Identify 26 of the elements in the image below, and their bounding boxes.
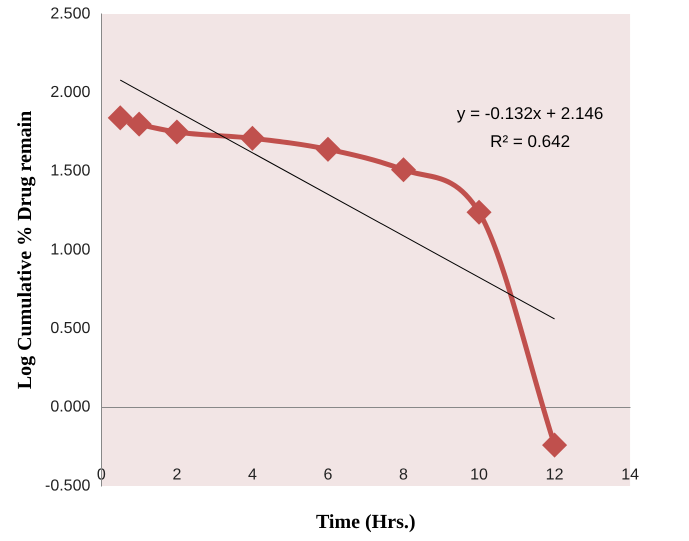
x-axis-title: Time (Hrs.)	[316, 511, 416, 533]
point	[468, 200, 491, 224]
y-axis-title: Log Cumulative % Drug remain	[14, 110, 36, 390]
y-tick-label: 0.000	[50, 398, 90, 416]
annotation: R² = 0.642	[490, 132, 570, 151]
x-tick-label: 4	[248, 466, 257, 484]
x-tick-label: 10	[470, 466, 488, 484]
y-tick-label: 2.500	[50, 5, 90, 22]
y-tick-label: -0.500	[44, 477, 90, 494]
x-tick-label: 2	[172, 466, 182, 484]
point	[543, 434, 566, 457]
point	[108, 106, 132, 130]
x-tick-label: 14	[621, 466, 640, 484]
y-tick-label: 1.500	[50, 162, 90, 180]
point	[240, 126, 264, 150]
point	[165, 120, 188, 144]
y-tick-label: 2.000	[50, 84, 90, 102]
x-tick-label: 6	[324, 466, 333, 484]
y-tick-label: 0.500	[50, 320, 90, 338]
point	[128, 112, 151, 136]
point	[316, 138, 340, 161]
x-tick-label: 12	[546, 466, 564, 484]
point	[392, 158, 415, 182]
y-tick-label: 1.000	[50, 241, 90, 258]
x-tick-label: 8	[399, 466, 408, 484]
annotation: y = -0.132x + 2.146	[456, 104, 604, 123]
